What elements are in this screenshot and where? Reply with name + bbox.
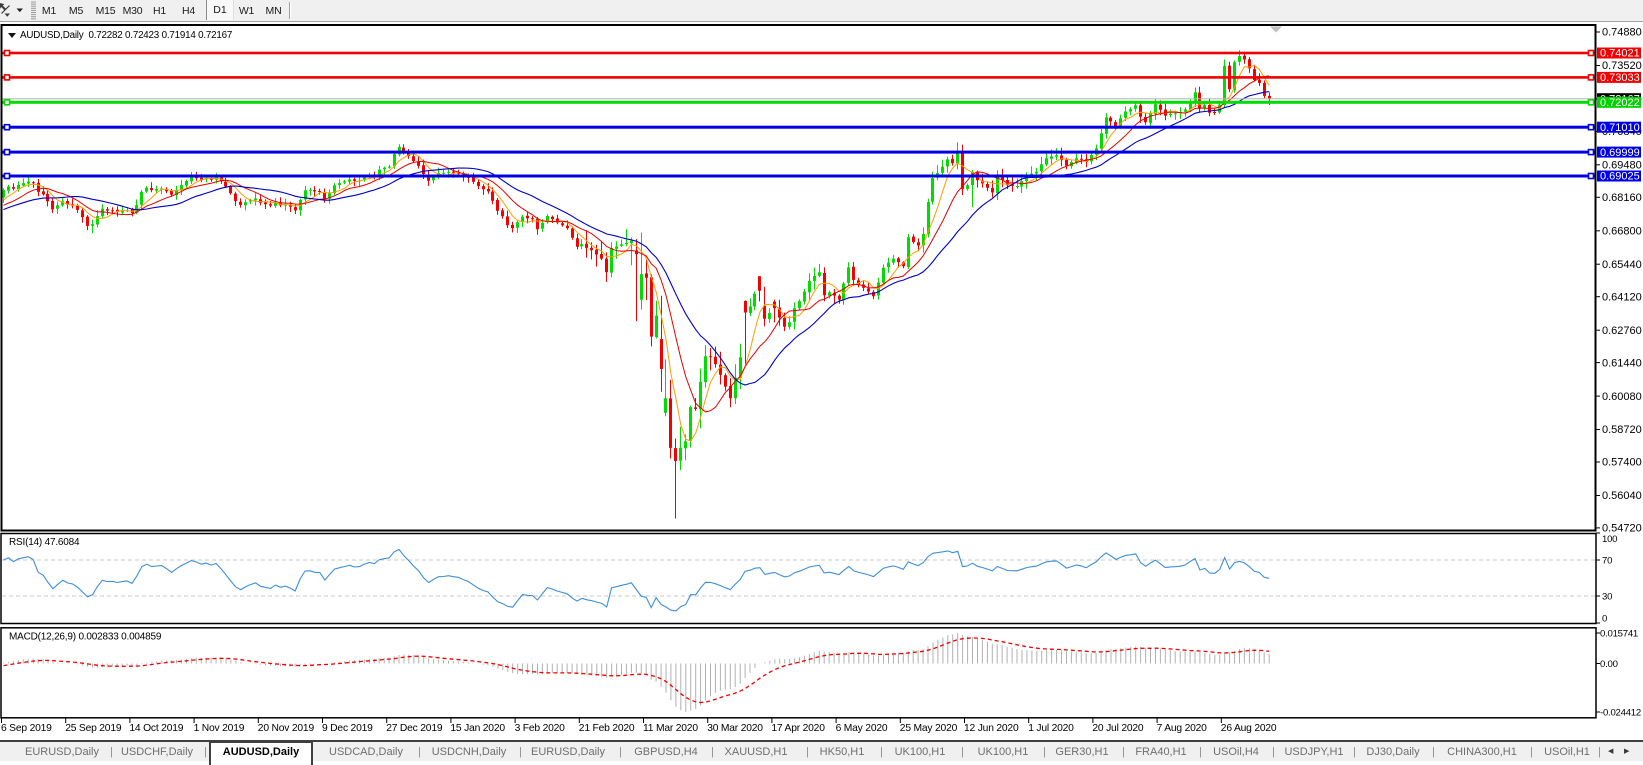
svg-text:0.69999: 0.69999 <box>1600 147 1640 159</box>
svg-text:0.69025: 0.69025 <box>1600 171 1640 183</box>
svg-text:27 Dec 2019: 27 Dec 2019 <box>386 723 443 734</box>
svg-text:1 Jul 2020: 1 Jul 2020 <box>1028 723 1074 734</box>
svg-text:AUDUSD,Daily 0.72282 0.72423: AUDUSD,Daily 0.72282 0.72423 0.71914 0.7… <box>20 30 232 41</box>
svg-text:25 Sep 2019: 25 Sep 2019 <box>65 723 122 734</box>
svg-text:0.56040: 0.56040 <box>1602 490 1642 502</box>
svg-text:0.58720: 0.58720 <box>1602 424 1642 436</box>
svg-text:MACD(12,26,9) 0.002833 0.00485: MACD(12,26,9) 0.002833 0.004859 <box>9 632 162 643</box>
svg-text:0.57400: 0.57400 <box>1602 457 1642 469</box>
svg-text:0.61440: 0.61440 <box>1602 357 1642 369</box>
svg-text:14 Oct 2019: 14 Oct 2019 <box>129 723 183 734</box>
svg-text:25 May 2020: 25 May 2020 <box>900 723 958 734</box>
svg-text:0.65440: 0.65440 <box>1602 259 1642 271</box>
svg-text:0.74021: 0.74021 <box>1600 48 1640 60</box>
svg-text:7 Aug 2020: 7 Aug 2020 <box>1157 723 1208 734</box>
svg-text:0.54720: 0.54720 <box>1602 523 1642 535</box>
svg-text:0: 0 <box>1602 613 1607 624</box>
svg-text:0.00: 0.00 <box>1600 659 1618 670</box>
svg-text:26 Aug 2020: 26 Aug 2020 <box>1221 723 1277 734</box>
svg-text:6 Sep 2019: 6 Sep 2019 <box>1 723 52 734</box>
svg-text:0.68160: 0.68160 <box>1602 192 1642 204</box>
svg-text:30: 30 <box>1602 592 1612 603</box>
svg-text:0.69480: 0.69480 <box>1602 160 1642 172</box>
svg-text:0.74880: 0.74880 <box>1602 27 1642 39</box>
svg-text:20 Jul 2020: 20 Jul 2020 <box>1092 723 1144 734</box>
svg-text:1 Nov 2019: 1 Nov 2019 <box>194 723 245 734</box>
svg-text:-0.024412: -0.024412 <box>1600 708 1641 719</box>
svg-text:3 Feb 2020: 3 Feb 2020 <box>515 723 566 734</box>
svg-text:12 Jun 2020: 12 Jun 2020 <box>964 723 1019 734</box>
svg-text:30 Mar 2020: 30 Mar 2020 <box>707 723 763 734</box>
svg-text:21 Feb 2020: 21 Feb 2020 <box>579 723 635 734</box>
svg-text:6 May 2020: 6 May 2020 <box>836 723 888 734</box>
svg-text:0.64120: 0.64120 <box>1602 291 1642 303</box>
svg-text:0.73520: 0.73520 <box>1602 60 1642 72</box>
svg-text:0.72022: 0.72022 <box>1600 97 1640 109</box>
svg-text:15 Jan 2020: 15 Jan 2020 <box>450 723 505 734</box>
svg-text:70: 70 <box>1602 556 1612 567</box>
svg-text:17 Apr 2020: 17 Apr 2020 <box>771 723 825 734</box>
svg-text:0.62760: 0.62760 <box>1602 325 1642 337</box>
svg-text:0.73033: 0.73033 <box>1600 72 1640 84</box>
svg-text:0.71010: 0.71010 <box>1600 122 1640 134</box>
svg-text:20 Nov 2019: 20 Nov 2019 <box>258 723 315 734</box>
svg-text:0.60080: 0.60080 <box>1602 391 1642 403</box>
svg-text:100: 100 <box>1602 534 1617 545</box>
svg-text:0.015741: 0.015741 <box>1600 629 1638 640</box>
svg-text:RSI(14) 47.6084: RSI(14) 47.6084 <box>9 537 80 548</box>
svg-text:9 Dec 2019: 9 Dec 2019 <box>322 723 373 734</box>
svg-text:11 Mar 2020: 11 Mar 2020 <box>643 723 698 734</box>
svg-text:0.66800: 0.66800 <box>1602 226 1642 238</box>
